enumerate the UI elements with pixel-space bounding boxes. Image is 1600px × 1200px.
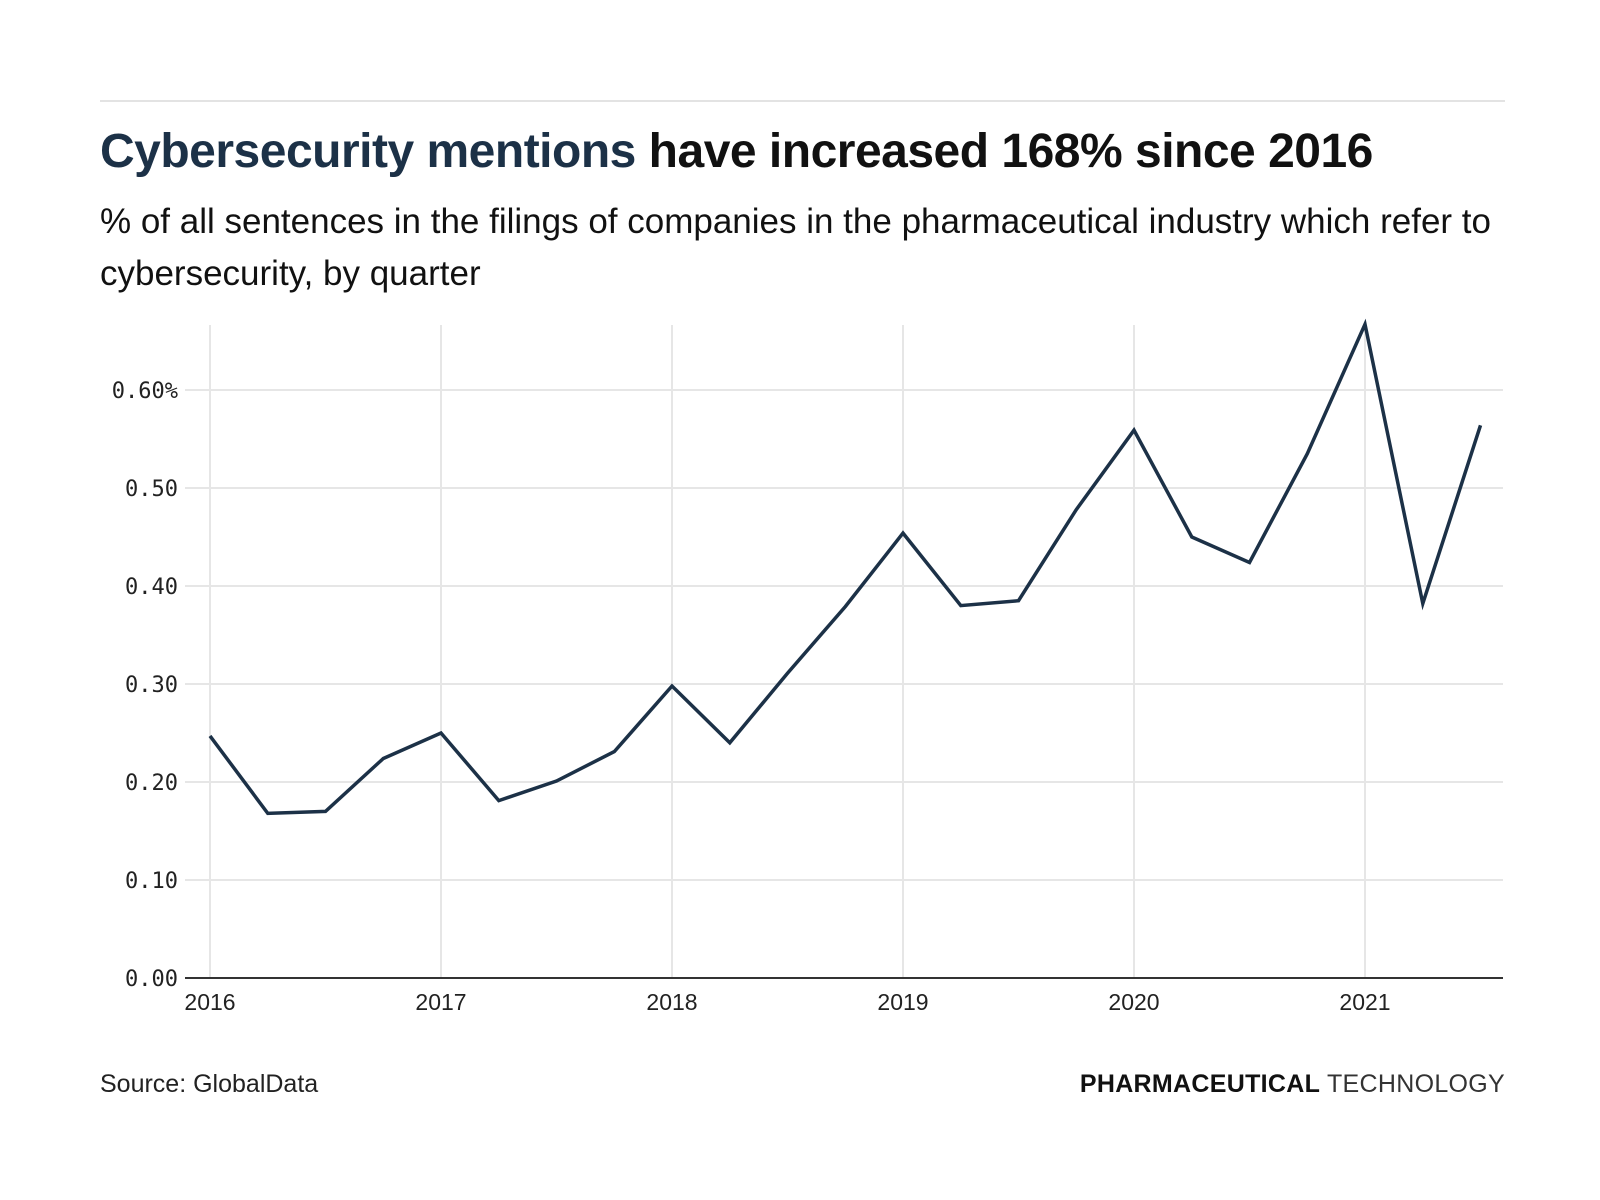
y-gridlines [185,389,1503,881]
x-tick-label: 2020 [1108,989,1159,1015]
top-divider [100,100,1505,102]
x-tick-label: 2017 [415,989,466,1015]
x-gridlines [209,325,1366,978]
source-note: Source: GlobalData [100,1070,319,1098]
publisher-logo: PHARMACEUTICAL TECHNOLOGY [1080,1070,1505,1099]
y-tick-label: 0.20 [125,771,178,796]
y-tick-label: 0.10 [125,869,178,894]
title-highlight: Cybersecurity mentions [100,125,636,178]
y-tick-label: 0.00 [125,967,178,992]
title-rest: have increased 168% since 2016 [635,125,1374,178]
y-axis-ticks: 0.00 0.10 0.20 0.30 0.40 0.50 0.60% [112,379,178,992]
series-group [208,318,1483,816]
logo-bold: PHARMACEUTICAL [1079,1070,1321,1098]
line-chart: 0.000.100.200.300.400.500.60% 2016 2017 20… [112,318,1503,1015]
x-tick-label: 2021 [1339,989,1390,1015]
logo-light: TECHNOLOGY [1320,1070,1505,1098]
x-tick-label: 2016 [184,989,235,1015]
x-tick-label: 2019 [877,989,928,1015]
y-tick-label: 0.40 [125,575,178,600]
y-tick-label: 0.60% [112,379,178,404]
y-tick-label: 0.50 [125,477,178,502]
y-tick-label: 0.30 [125,673,178,698]
series-line [208,318,1483,816]
chart-title: Cybersecurity mentions have increased 16… [100,124,1373,179]
x-axis-ticks: 2016 2017 2018 2019 2020 2021 [184,989,1390,1015]
x-tick-label: 2018 [646,989,697,1015]
chart-subtitle: % of all sentences in the filings of com… [100,202,1491,293]
